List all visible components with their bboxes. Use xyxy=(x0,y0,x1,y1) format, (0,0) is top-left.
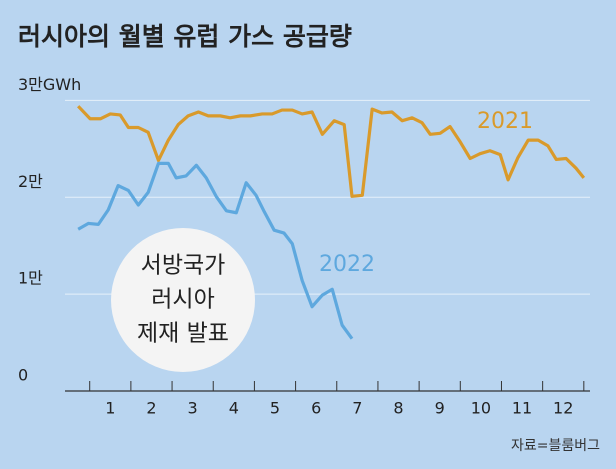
series-label: 2021 xyxy=(477,109,533,134)
x-tick-label: 3 xyxy=(188,399,198,418)
line xyxy=(77,105,586,198)
y-tick-label: 0 xyxy=(18,366,28,385)
line xyxy=(77,161,354,340)
x-tick-label: 12 xyxy=(553,399,573,418)
annotation-bubble xyxy=(111,228,255,372)
x-tick-label: 6 xyxy=(311,399,321,418)
source: 자료=블룸버그 xyxy=(511,438,600,454)
x-tick-label: 4 xyxy=(229,399,239,418)
x-tick-label: 1 xyxy=(105,399,115,418)
annotation: 제재 발표 xyxy=(137,321,229,347)
y-tick-label: 1만 xyxy=(18,269,43,288)
x-tick-label: 8 xyxy=(393,399,403,418)
chart-title: 러시아의 월별 유럽 가스 공급량 xyxy=(18,22,352,51)
series-label: 2022 xyxy=(319,252,375,277)
y-tick-label: 2만 xyxy=(18,172,43,191)
x-tick-label: 5 xyxy=(270,399,280,418)
x-tick-label: 2 xyxy=(146,399,156,418)
y-tick-label: 3만GWh xyxy=(18,75,81,94)
x-tick-label: 11 xyxy=(512,399,532,418)
x-tick-label: 10 xyxy=(471,399,491,418)
x-tick-label: 9 xyxy=(435,399,445,418)
x-tick-label: 7 xyxy=(352,399,362,418)
annotation: 서방국가 xyxy=(141,253,226,279)
annotation: 러시아 xyxy=(151,287,214,313)
